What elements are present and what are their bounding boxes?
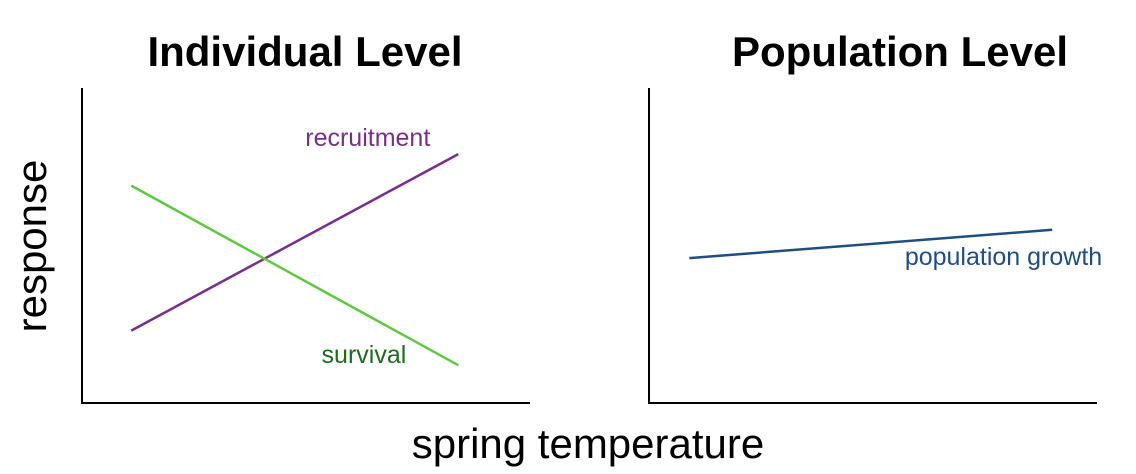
population-growth-label: population growth [905,243,1102,271]
y-axis-label: response [8,160,55,333]
population-growth-line [689,228,1053,260]
panel-title-individual: Individual Level [147,28,462,75]
survival-label: survival [322,341,407,369]
recruitment-label: recruitment [305,124,430,152]
population-series-layer: population growth [689,228,1102,271]
individual-level-panel: Individual Level recruitment survival [81,28,530,404]
individual-series-layer: recruitment survival [130,124,459,369]
population-level-panel: Population Level population growth [648,28,1102,404]
survival-line [130,184,459,367]
x-axis-label: spring temperature [412,420,765,467]
population-axes [648,88,1097,404]
recruitment-line [130,153,459,332]
panel-title-population: Population Level [732,28,1068,75]
individual-axes [81,88,530,404]
